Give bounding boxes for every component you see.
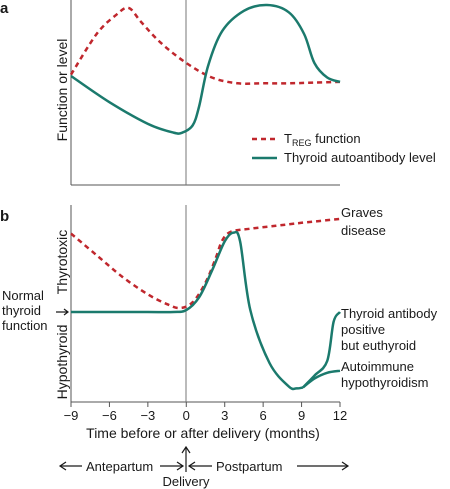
legend-label-treg: TREG function — [284, 131, 361, 148]
antepartum-arrow-end-icon — [176, 461, 185, 471]
graves-label-line-1: Graves — [341, 205, 383, 220]
period-arrows: Antepartum Delivery Postpartum — [58, 445, 350, 489]
hypothyroidism-label-line-1: Autoimmune — [341, 359, 414, 374]
euthyroid-label-line-1: Thyroid antibody — [341, 306, 438, 321]
antepartum-arrow-icon — [58, 461, 67, 471]
antepartum-label: Antepartum — [86, 459, 153, 474]
panel-b-ylabel-hypothyroid: Hypothyroid — [54, 325, 70, 400]
x-tick-label: −9 — [64, 408, 79, 423]
panel-a-ylabel: Function or level — [54, 39, 70, 142]
euthyroid-label-line-2: positive — [341, 322, 385, 337]
normal-label-line-3: function — [2, 318, 48, 333]
x-tick-label: 12 — [333, 408, 347, 423]
euthyroid-label-line-3: but euthyroid — [341, 338, 416, 353]
panel-b-ylabel-thyrotoxic: Thyrotoxic — [54, 230, 70, 295]
x-tick-label: 3 — [221, 408, 228, 423]
postpartum-arrow-start-icon — [187, 461, 196, 471]
panel-a: a Function or level TREG function Thyroi… — [0, 0, 436, 186]
delivery-arrow-icon — [181, 445, 191, 454]
x-tick-label: 9 — [298, 408, 305, 423]
panel-b: b −9 −6 −3 0 3 6 9 12 Time before or after deli… — [0, 205, 438, 441]
panel-b-series-antibody — [70, 230, 304, 391]
normal-thyroid-label: Normal thyroid function — [2, 288, 69, 333]
normal-label-line-1: Normal — [2, 288, 44, 303]
delivery-label: Delivery — [163, 474, 210, 489]
panel-a-series-antibody — [70, 3, 341, 135]
hypothyroidism-label-line-2: hypothyroidism — [341, 375, 428, 390]
panel-a-series-treg — [69, 6, 341, 85]
graves-label-line-2: disease — [341, 223, 386, 238]
x-tick-label: 0 — [183, 408, 190, 423]
panel-b-xlabel: Time before or after delivery (months) — [86, 425, 320, 441]
panel-b-label: b — [0, 208, 9, 225]
panel-b-branch-euthyroid — [301, 311, 342, 389]
postpartum-arrow-end-icon — [341, 461, 350, 471]
normal-label-line-2: thyroid — [2, 303, 41, 318]
panel-b-series-treg — [70, 217, 341, 310]
postpartum-label: Postpartum — [216, 459, 282, 474]
x-tick-label: −6 — [102, 408, 117, 423]
normal-arrow-icon — [56, 308, 69, 316]
panel-a-label: a — [0, 0, 9, 17]
legend-label-antibody: Thyroid autoantibody level — [284, 150, 436, 165]
legend: TREG function Thyroid autoantibody level — [252, 131, 436, 165]
x-tick-label: −3 — [140, 408, 155, 423]
panel-b-branch-hypothyroidism — [302, 369, 341, 389]
panel-b-x-ticks: −9 −6 −3 0 3 6 9 12 — [64, 402, 347, 423]
x-tick-label: 6 — [260, 408, 267, 423]
